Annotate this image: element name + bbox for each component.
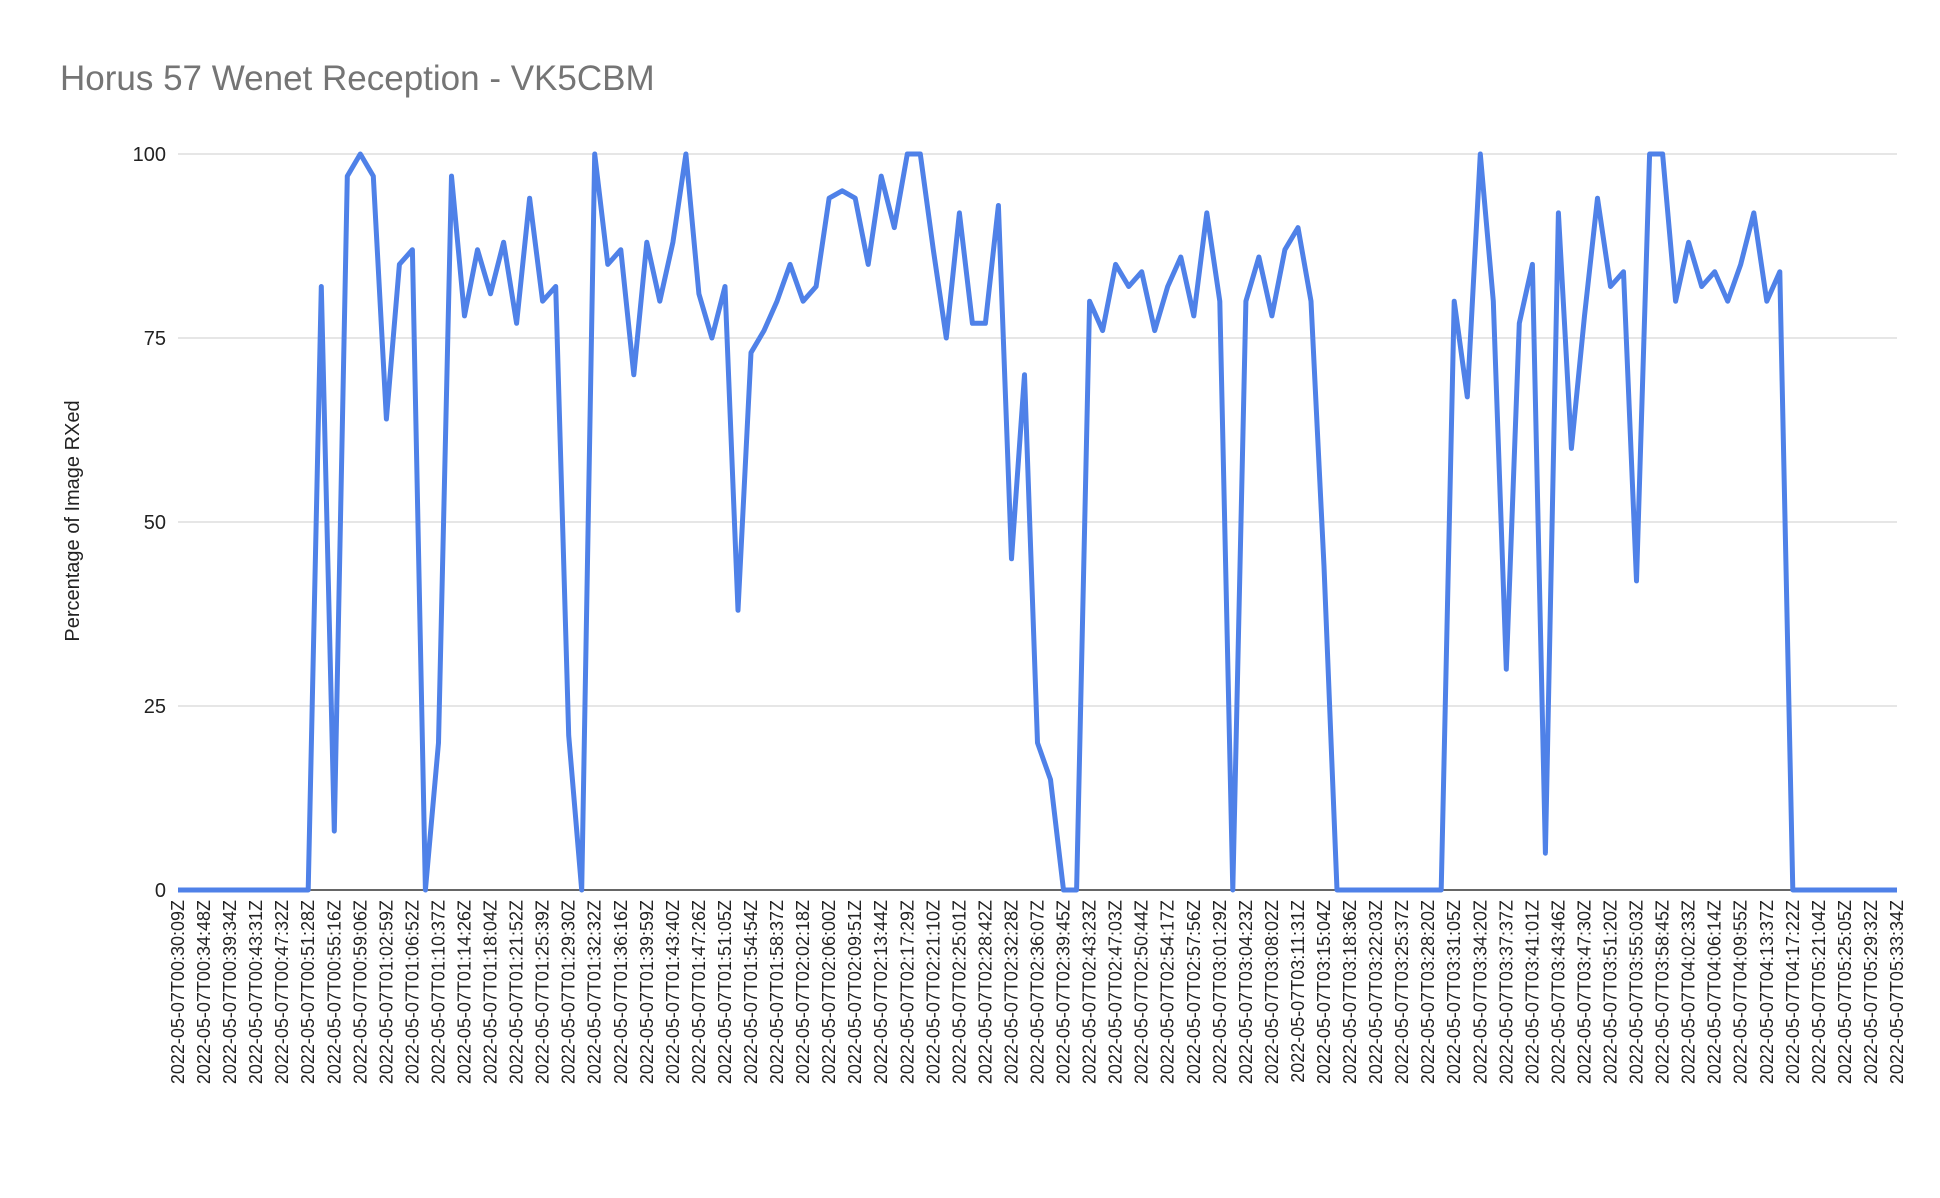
y-tick-label: 50 (144, 512, 166, 534)
y-axis-label: Percentage of Image RXed (62, 400, 84, 641)
x-tick-label: 2022-05-07T00:51:28Z (298, 900, 318, 1084)
x-tick-label: 2022-05-07T05:21:04Z (1809, 900, 1829, 1084)
x-tick-label: 2022-05-07T04:02:33Z (1679, 900, 1699, 1084)
x-tick-label: 2022-05-07T03:37:37Z (1496, 900, 1516, 1084)
chart-title: Horus 57 Wenet Reception - VK5CBM (60, 59, 655, 98)
x-tick-label: 2022-05-07T03:25:37Z (1392, 900, 1412, 1084)
x-tick-label: 2022-05-07T03:51:20Z (1601, 900, 1621, 1084)
x-tick-label: 2022-05-07T02:17:29Z (897, 900, 917, 1084)
x-tick-label: 2022-05-07T01:51:05Z (715, 900, 735, 1084)
x-tick-label: 2022-05-07T03:04:23Z (1236, 900, 1256, 1084)
x-tick-label: 2022-05-07T02:36:07Z (1028, 900, 1048, 1084)
x-tick-label: 2022-05-07T01:39:59Z (637, 900, 657, 1084)
x-tick-label: 2022-05-07T03:11:31Z (1288, 900, 1308, 1083)
x-tick-label: 2022-05-07T01:32:32Z (585, 900, 605, 1084)
x-tick-label: 2022-05-07T01:43:40Z (663, 900, 683, 1084)
x-tick-label: 2022-05-07T01:02:59Z (376, 900, 396, 1084)
x-tick-label: 2022-05-07T00:47:32Z (272, 900, 292, 1084)
x-tick-label: 2022-05-07T01:06:52Z (402, 900, 422, 1084)
x-tick-label: 2022-05-07T01:25:39Z (533, 900, 553, 1084)
x-tick-label: 2022-05-07T04:17:22Z (1783, 900, 1803, 1084)
x-tick-label: 2022-05-07T02:28:42Z (975, 900, 995, 1084)
x-tick-label: 2022-05-07T01:14:26Z (455, 900, 475, 1084)
x-tick-label: 2022-05-07T00:55:16Z (324, 900, 344, 1084)
x-tick-label: 2022-05-07T00:30:09Z (168, 900, 188, 1084)
y-tick-label: 25 (144, 696, 166, 718)
x-tick-label: 2022-05-07T03:55:03Z (1627, 900, 1647, 1084)
x-tick-label: 2022-05-07T01:18:04Z (481, 900, 501, 1084)
x-tick-label: 2022-05-07T03:43:46Z (1548, 900, 1568, 1084)
x-tick-label: 2022-05-07T01:58:37Z (767, 900, 787, 1084)
x-tick-label: 2022-05-07T03:31:05Z (1444, 900, 1464, 1084)
x-tick-label: 2022-05-07T02:09:51Z (845, 900, 865, 1084)
y-tick-label: 100 (133, 144, 166, 166)
x-tick-label: 2022-05-07T01:29:30Z (559, 900, 579, 1084)
x-tick-label: 2022-05-07T03:47:30Z (1574, 900, 1594, 1084)
x-tick-label: 2022-05-07T02:39:45Z (1054, 900, 1074, 1084)
x-tick-label: 2022-05-07T01:36:16Z (611, 900, 631, 1084)
x-tick-label: 2022-05-07T02:21:10Z (923, 900, 943, 1084)
x-tick-label: 2022-05-07T02:13:44Z (871, 900, 891, 1084)
x-tick-label: 2022-05-07T02:43:23Z (1080, 900, 1100, 1084)
x-tick-label: 2022-05-07T02:50:44Z (1132, 900, 1152, 1084)
x-tick-label: 2022-05-07T04:06:14Z (1705, 900, 1725, 1084)
x-tick-label: 2022-05-07T02:32:28Z (1001, 900, 1021, 1084)
x-tick-label: 2022-05-07T03:15:04Z (1314, 900, 1334, 1084)
x-tick-label: 2022-05-07T02:57:56Z (1184, 900, 1204, 1084)
x-tick-label: 2022-05-07T03:22:03Z (1366, 900, 1386, 1084)
x-tick-label: 2022-05-07T03:01:29Z (1210, 900, 1230, 1084)
x-tick-label: 2022-05-07T01:21:52Z (507, 900, 527, 1084)
x-tick-label: 2022-05-07T03:08:02Z (1262, 900, 1282, 1084)
x-tick-label: 2022-05-07T01:47:26Z (689, 900, 709, 1084)
x-tick-label: 2022-05-07T04:09:55Z (1731, 900, 1751, 1084)
x-tick-label: 2022-05-07T03:58:45Z (1653, 900, 1673, 1084)
y-tick-label: 75 (144, 328, 166, 350)
x-tick-label: 2022-05-07T03:34:20Z (1470, 900, 1490, 1084)
x-tick-label: 2022-05-07T00:59:06Z (350, 900, 370, 1084)
x-tick-label: 2022-05-07T00:39:34Z (220, 900, 240, 1084)
x-tick-label: 2022-05-07T02:54:17Z (1158, 900, 1178, 1084)
x-tick-label: 2022-05-07T03:18:36Z (1340, 900, 1360, 1084)
y-tick-label: 0 (155, 880, 166, 902)
x-tick-label: 2022-05-07T02:47:03Z (1106, 900, 1126, 1084)
x-tick-label: 2022-05-07T02:02:18Z (793, 900, 813, 1084)
x-tick-label: 2022-05-07T04:13:37Z (1757, 900, 1777, 1084)
x-tick-label: 2022-05-07T00:34:48Z (194, 900, 214, 1084)
x-tick-label: 2022-05-07T00:43:31Z (246, 900, 266, 1084)
x-tick-label: 2022-05-07T05:25:05Z (1835, 900, 1855, 1084)
x-tick-label: 2022-05-07T02:25:01Z (949, 900, 969, 1084)
x-tick-label: 2022-05-07T03:41:01Z (1522, 900, 1542, 1084)
x-tick-label: 2022-05-07T03:28:20Z (1418, 900, 1438, 1084)
x-tick-label: 2022-05-07T02:06:00Z (819, 900, 839, 1084)
x-tick-label: 2022-05-07T05:29:32Z (1861, 900, 1881, 1084)
x-tick-label: 2022-05-07T01:10:37Z (428, 900, 448, 1084)
x-tick-label: 2022-05-07T05:33:34Z (1887, 900, 1907, 1084)
data-line (178, 151, 1897, 893)
x-tick-label: 2022-05-07T01:54:54Z (741, 900, 761, 1084)
